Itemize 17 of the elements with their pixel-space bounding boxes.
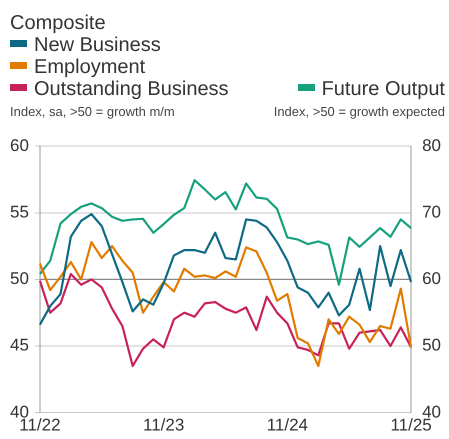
y2-tick-label: 50 [422, 336, 442, 355]
y2-tick-label: 60 [422, 269, 442, 288]
x-tick-label: 11/23 [142, 415, 184, 434]
x-tick-label: 11/24 [266, 415, 308, 434]
y-tick-label: 45 [10, 336, 29, 355]
legend-label: Future Output [322, 78, 445, 100]
legend-label: New Business [34, 34, 161, 56]
y2-tick-label: 70 [422, 202, 442, 222]
chart-title: Composite [10, 12, 106, 34]
y-tick-label: 50 [10, 269, 29, 288]
legend-label: Outstanding Business [34, 78, 229, 100]
y-tick-label: 60 [10, 136, 29, 155]
y2-axis-title: Index, >50 = growth expected [274, 104, 445, 119]
y-axis-title: Index, sa, >50 = growth m/m [10, 104, 175, 119]
legend-label: Employment [34, 56, 146, 78]
y-tick-label: 55 [10, 202, 29, 222]
y2-tick-label: 80 [422, 136, 442, 155]
